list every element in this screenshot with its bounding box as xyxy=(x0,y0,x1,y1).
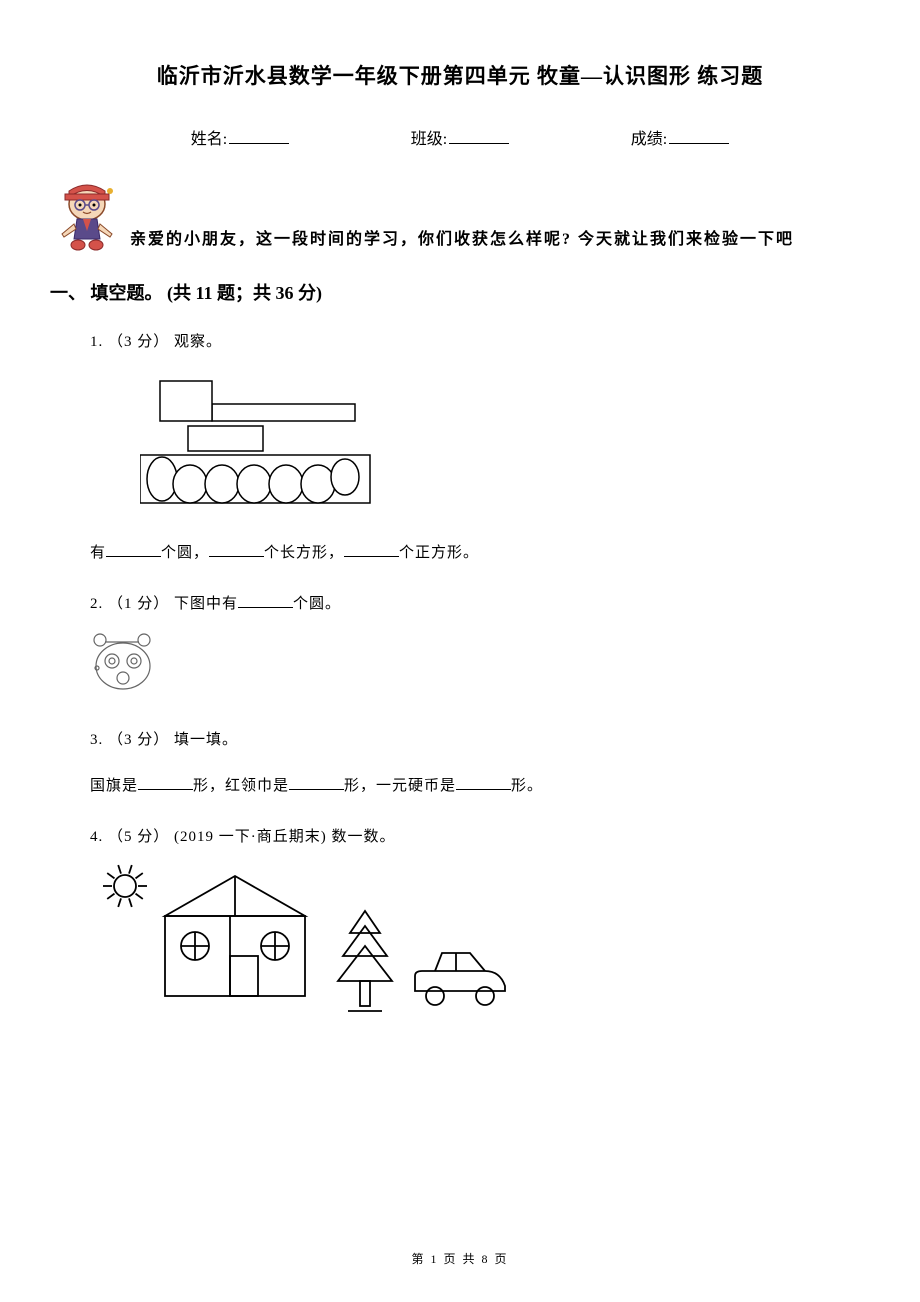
q1-figure xyxy=(140,371,870,516)
question-3: 3. （3 分） 填一填。 国旗是 形，红领巾是 形，一元硬币是 形。 xyxy=(90,728,870,795)
class-field: 班级: xyxy=(411,125,509,149)
header-row: 姓名: 班级: 成绩: xyxy=(50,125,870,149)
q3-answer: 国旗是 形，红领巾是 形，一元硬币是 形。 xyxy=(90,774,870,795)
q3-text: 3. （3 分） 填一填。 xyxy=(90,728,870,749)
blank xyxy=(289,776,344,790)
class-label: 班级: xyxy=(411,125,447,149)
mascot-icon xyxy=(50,179,125,254)
blank xyxy=(238,594,293,608)
q3-ans-prefix: 国旗是 xyxy=(90,778,138,794)
q2-prefix: 2. （1 分） 下图中有 xyxy=(90,596,238,612)
score-field: 成绩: xyxy=(631,125,729,149)
name-field: 姓名: xyxy=(191,125,289,149)
blank xyxy=(456,776,511,790)
q1-ans-1: 个圆， xyxy=(161,545,209,561)
blank xyxy=(209,543,264,557)
q4-figure xyxy=(90,861,870,1026)
question-2: 2. （1 分） 下图中有 个圆。 xyxy=(90,592,870,698)
blank xyxy=(106,543,161,557)
score-underline xyxy=(669,128,729,144)
page-footer: 第 1 页 共 8 页 xyxy=(0,1250,920,1267)
question-4: 4. （5 分） (2019 一下·商丘期末) 数一数。 xyxy=(90,825,870,1026)
class-underline xyxy=(449,128,509,144)
section-title: 一、 填空题。 (共 11 题；共 36 分) xyxy=(50,279,870,305)
q2-figure xyxy=(90,628,870,698)
page-title: 临沂市沂水县数学一年级下册第四单元 牧童—认识图形 练习题 xyxy=(50,60,870,90)
mascot-row: 亲爱的小朋友，这一段时间的学习，你们收获怎么样呢? 今天就让我们来检验一下吧 xyxy=(50,179,870,254)
q3-ans-1: 形，红领巾是 xyxy=(193,778,289,794)
greeting-text: 亲爱的小朋友，这一段时间的学习，你们收获怎么样呢? 今天就让我们来检验一下吧 xyxy=(130,225,794,254)
question-1: 1. （3 分） 观察。 有 个圆， 个长方形， 个正方形。 xyxy=(90,330,870,562)
q2-text: 2. （1 分） 下图中有 个圆。 xyxy=(90,592,870,613)
blank xyxy=(344,543,399,557)
q1-ans-2: 个长方形， xyxy=(264,545,344,561)
q4-text: 4. （5 分） (2019 一下·商丘期末) 数一数。 xyxy=(90,825,870,846)
q1-ans-3: 个正方形。 xyxy=(399,545,479,561)
score-label: 成绩: xyxy=(631,125,667,149)
q2-suffix: 个圆。 xyxy=(293,596,341,612)
q3-ans-2: 形，一元硬币是 xyxy=(344,778,456,794)
name-label: 姓名: xyxy=(191,125,227,149)
q1-answer: 有 个圆， 个长方形， 个正方形。 xyxy=(90,541,870,562)
q1-ans-prefix: 有 xyxy=(90,545,106,561)
q1-text: 1. （3 分） 观察。 xyxy=(90,330,870,351)
blank xyxy=(138,776,193,790)
q3-ans-3: 形。 xyxy=(511,778,543,794)
name-underline xyxy=(229,128,289,144)
